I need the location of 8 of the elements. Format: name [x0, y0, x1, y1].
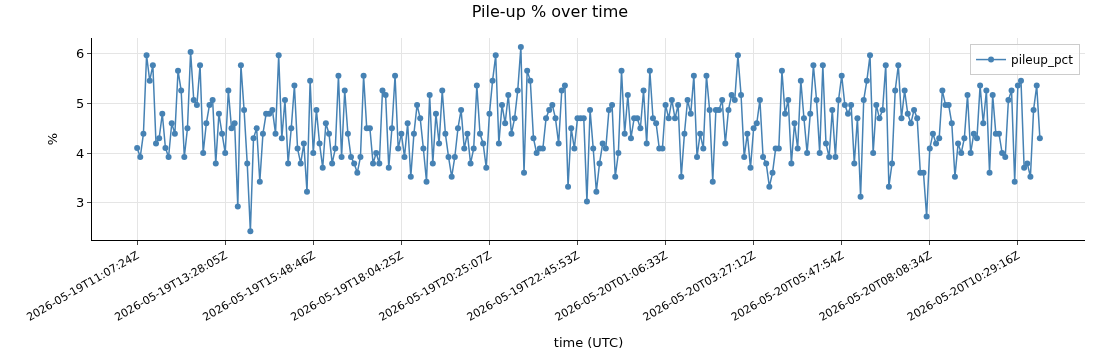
y-tick-label: 6 — [76, 46, 85, 62]
chart-title: Pile-up % over time — [471, 1, 629, 21]
y-tick-label: 3 — [76, 195, 85, 211]
y-axis-title: % — [45, 132, 61, 146]
x-axis-title: time (UTC) — [553, 335, 624, 351]
y-tick-label: 4 — [76, 145, 85, 161]
y-tick-label: 5 — [76, 95, 85, 111]
legend-label: pileup_pct — [1011, 53, 1074, 68]
